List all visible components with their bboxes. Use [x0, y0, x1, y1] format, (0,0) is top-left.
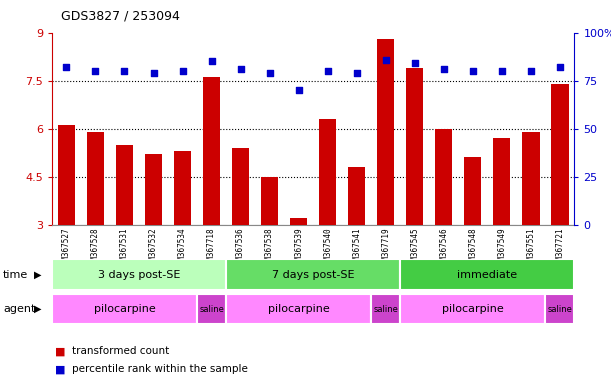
- Text: immediate: immediate: [457, 270, 518, 280]
- Point: [265, 70, 274, 76]
- Bar: [545, 294, 574, 324]
- Bar: [232, 148, 249, 225]
- Point: [294, 87, 304, 93]
- Text: pilocarpine: pilocarpine: [93, 304, 155, 314]
- Point: [381, 56, 390, 63]
- Bar: [400, 259, 574, 290]
- Point: [555, 64, 565, 70]
- Text: pilocarpine: pilocarpine: [442, 304, 503, 314]
- Text: saline: saline: [547, 305, 573, 314]
- Bar: [464, 157, 481, 225]
- Point: [410, 60, 420, 66]
- Point: [323, 68, 332, 74]
- Text: agent: agent: [3, 304, 35, 314]
- Point: [468, 68, 478, 74]
- Bar: [145, 154, 163, 225]
- Bar: [319, 119, 336, 225]
- Text: percentile rank within the sample: percentile rank within the sample: [72, 364, 248, 374]
- Bar: [261, 177, 279, 225]
- Bar: [52, 259, 226, 290]
- Bar: [406, 68, 423, 225]
- Bar: [226, 259, 400, 290]
- Text: ■: ■: [55, 346, 65, 356]
- Point: [439, 66, 448, 72]
- Text: transformed count: transformed count: [72, 346, 169, 356]
- Text: saline: saline: [373, 305, 398, 314]
- Text: 3 days post-SE: 3 days post-SE: [98, 270, 180, 280]
- Bar: [226, 294, 371, 324]
- Point: [62, 64, 71, 70]
- Bar: [493, 138, 510, 225]
- Point: [236, 66, 246, 72]
- Bar: [348, 167, 365, 225]
- Bar: [522, 132, 540, 225]
- Bar: [400, 294, 546, 324]
- Point: [148, 70, 158, 76]
- Bar: [435, 129, 452, 225]
- Point: [207, 58, 216, 65]
- Point: [352, 70, 362, 76]
- Text: saline: saline: [199, 305, 224, 314]
- Bar: [290, 218, 307, 225]
- Text: time: time: [3, 270, 28, 280]
- Point: [526, 68, 536, 74]
- Bar: [203, 78, 220, 225]
- Text: GDS3827 / 253094: GDS3827 / 253094: [61, 10, 180, 23]
- Bar: [377, 39, 395, 225]
- Bar: [197, 294, 226, 324]
- Point: [90, 68, 100, 74]
- Point: [497, 68, 507, 74]
- Bar: [58, 126, 75, 225]
- Text: ■: ■: [55, 364, 65, 374]
- Point: [120, 68, 130, 74]
- Text: 7 days post-SE: 7 days post-SE: [272, 270, 354, 280]
- Bar: [52, 294, 197, 324]
- Text: ▶: ▶: [34, 304, 41, 314]
- Text: ▶: ▶: [34, 270, 41, 280]
- Bar: [551, 84, 568, 225]
- Point: [178, 68, 188, 74]
- Bar: [174, 151, 191, 225]
- Text: pilocarpine: pilocarpine: [268, 304, 329, 314]
- Bar: [116, 145, 133, 225]
- Bar: [371, 294, 400, 324]
- Bar: [87, 132, 104, 225]
